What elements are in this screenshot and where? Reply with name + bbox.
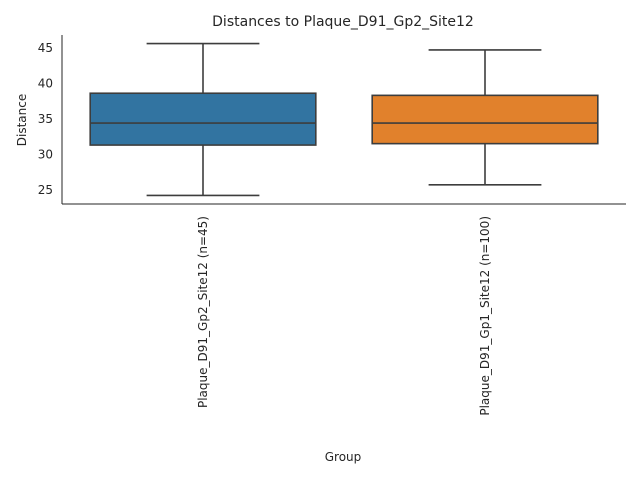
box-series: [89, 42, 599, 197]
box-iqr: [89, 92, 317, 146]
y-tick-label: 40: [38, 76, 53, 90]
y-tick-label: 35: [38, 112, 53, 126]
x-axis-label: Group: [325, 450, 362, 464]
x-tick-label: Plaque_D91_Gp1_Site12 (n=100): [478, 216, 492, 416]
box-group: [89, 42, 317, 197]
y-tick-label: 25: [38, 183, 53, 197]
y-tick-label: 30: [38, 147, 53, 161]
x-tick-label: Plaque_D91_Gp2_Site12 (n=45): [196, 216, 210, 408]
y-axis-label: Distance: [15, 94, 29, 146]
y-axis-ticks: 25 30 35 40 45: [38, 41, 53, 197]
box-group: [371, 49, 599, 186]
y-tick-label: 45: [38, 41, 53, 55]
box-iqr: [371, 94, 599, 145]
chart-title: Distances to Plaque_D91_Gp2_Site12: [212, 14, 474, 30]
x-axis-ticks: Plaque_D91_Gp2_Site12 (n=45) Plaque_D91_G…: [196, 216, 492, 416]
